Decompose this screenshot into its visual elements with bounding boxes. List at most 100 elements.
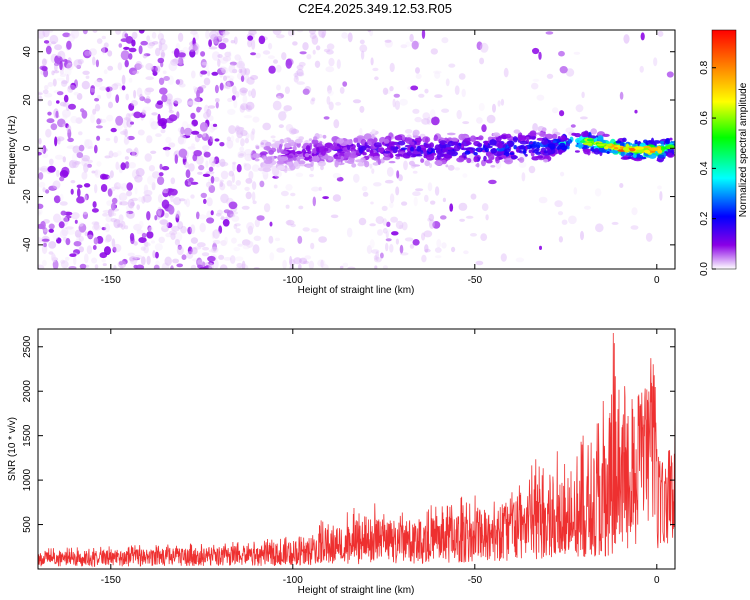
signal-cell [276,160,284,165]
noise-speckle [151,41,159,45]
noise-speckle [45,45,52,55]
signal-cell [371,133,375,140]
noise-speckle [38,151,42,156]
noise-speckle [38,208,43,216]
noise-speckle [120,130,127,135]
noise-speckle [115,115,124,126]
signal-cell [477,142,483,148]
signal-cell [395,153,403,157]
signal-cell [382,156,391,161]
noise-speckle [403,160,408,171]
signal-core-cell [604,146,609,150]
noise-speckle [176,263,183,268]
noise-speckle [199,261,206,266]
signal-cell [254,158,260,162]
noise-speckle [210,34,218,42]
noise-speckle [168,205,175,215]
noise-speckle [187,226,193,235]
noise-speckle [256,215,265,221]
noise-speckle [63,94,69,103]
noise-speckle [102,212,109,217]
noise-speckle [595,223,604,233]
noise-speckle [426,116,432,125]
noise-speckle [251,88,256,98]
noise-speckle [418,93,425,98]
noise-speckle [38,92,43,96]
noise-speckle [462,173,468,178]
noise-speckle [113,182,121,190]
noise-speckle [434,255,442,259]
noise-speckle [108,101,113,109]
noise-speckle [386,167,394,177]
noise-speckle [325,66,335,73]
noise-speckle [246,77,255,85]
noise-speckle [227,97,233,103]
noise-speckle [251,164,260,172]
signal-cell [385,143,389,147]
noise-speckle [46,118,55,124]
noise-speckle [232,162,236,172]
noise-speckle [75,233,81,241]
noise-speckle [219,182,226,191]
noise-speckle [53,213,61,223]
noise-speckle [123,135,129,146]
noise-speckle [273,170,282,178]
noise-speckle [161,262,170,269]
noise-speckle [195,45,199,55]
noise-speckle [162,70,167,75]
noise-speckle [159,163,163,170]
noise-speckle [429,219,435,229]
noise-speckle [190,194,195,199]
noise-speckle [195,154,204,165]
noise-speckle [43,40,50,44]
noise-speckle [139,64,144,68]
signal-cell [340,156,344,160]
noise-speckle [219,264,228,269]
signal-core-cell [582,142,593,146]
signal-core-cell [606,143,612,147]
signal-cell [283,138,288,144]
noise-speckle [326,96,331,105]
noise-speckle [38,138,42,145]
noise-speckle [208,260,215,266]
noise-speckle [87,234,94,239]
noise-speckle [488,179,497,185]
noise-speckle [38,211,42,215]
noise-speckle [103,69,108,75]
noise-speckle [262,50,271,55]
noise-speckle [296,81,305,85]
signal-cell [394,135,404,141]
noise-speckle [174,154,178,164]
noise-speckle [310,242,315,250]
noise-speckle [208,39,213,47]
noise-speckle [276,247,286,253]
noise-speckle [372,67,379,72]
signal-cell [509,152,515,155]
noise-speckle [135,264,145,269]
noise-speckle [293,257,302,265]
noise-speckle [48,251,54,255]
noise-speckle [184,161,190,168]
signal-cell [438,149,443,155]
signal-cell [531,136,536,140]
noise-speckle [117,223,124,228]
noise-speckle [389,62,395,73]
colorbar-tick-label: 0.0 [699,262,710,276]
noise-speckle [207,70,211,77]
noise-speckle [114,185,124,190]
signal-cell [531,143,537,147]
noise-speckle [330,214,339,219]
signal-cell [533,149,539,154]
noise-speckle [203,198,207,204]
signal-cell [278,144,283,150]
noise-speckle [461,88,466,98]
noise-speckle [191,119,198,127]
signal-cell [500,154,507,159]
signal-cell [424,160,431,167]
noise-speckle [197,107,202,110]
noise-speckle [38,30,46,39]
noise-speckle [322,264,329,269]
noise-speckle [115,94,120,104]
signal-cell [453,144,461,152]
signal-cell [535,155,542,159]
